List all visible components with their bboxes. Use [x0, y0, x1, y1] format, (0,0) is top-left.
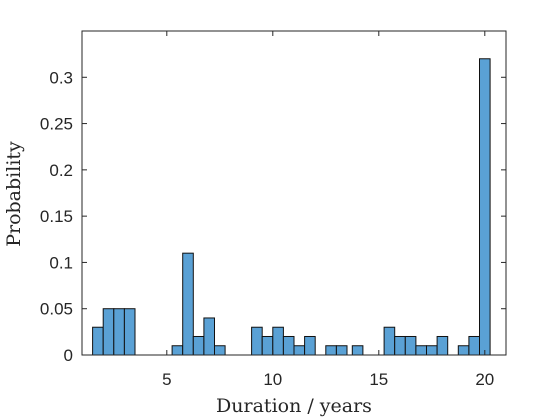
- histogram-bar: [203, 317, 215, 356]
- y-tick-label: 0.2: [49, 161, 73, 180]
- histogram-bar: [261, 335, 274, 356]
- histogram-bar: [468, 335, 480, 356]
- histogram-bar: [426, 345, 438, 356]
- histogram-bar: [251, 326, 263, 356]
- y-tick-label: 0.25: [40, 115, 73, 134]
- x-tick-label: 15: [369, 370, 388, 389]
- histogram-bar: [272, 326, 284, 356]
- x-tick-label: 10: [263, 370, 282, 389]
- ticks-group: 5 10 15 20 0 0.05 0.1 0.15 0.2 0.25 0.3: [40, 31, 506, 389]
- histogram-bar: [113, 308, 125, 356]
- x-axis-label: Duration / years: [216, 395, 372, 417]
- histogram-bar: [479, 58, 491, 356]
- axes-box: [81, 30, 507, 356]
- histogram-bar: [436, 335, 449, 356]
- histogram-bar: [383, 326, 396, 356]
- histogram-bar: [214, 345, 226, 356]
- histogram-bar: [182, 252, 194, 356]
- x-tick-label: 20: [475, 370, 494, 389]
- histogram-bar: [394, 335, 406, 356]
- histogram-bar: [192, 335, 205, 356]
- histogram-bar: [304, 335, 316, 356]
- y-tick-label: 0: [64, 346, 73, 365]
- y-tick-label: 0.05: [40, 300, 73, 319]
- histogram-bar: [415, 345, 427, 356]
- bars-group: [92, 58, 491, 356]
- histogram-bar: [404, 335, 417, 356]
- histogram-bar: [282, 335, 295, 356]
- histogram-bar: [325, 345, 337, 356]
- x-tick-label: 5: [162, 370, 171, 389]
- histogram-bar: [92, 326, 104, 356]
- y-axis-label: Probability: [3, 141, 25, 247]
- histogram-bar: [457, 345, 470, 356]
- axes-group: [81, 30, 507, 356]
- histogram-bar: [351, 345, 364, 356]
- y-tick-label: 0.3: [49, 68, 73, 87]
- histogram-bar: [171, 345, 184, 356]
- histogram-bar: [102, 308, 115, 356]
- y-tick-label: 0.1: [49, 253, 73, 272]
- histogram-bar: [335, 345, 348, 356]
- histogram-bar: [293, 345, 306, 356]
- y-tick-label: 0.15: [40, 207, 73, 226]
- histogram-bar: [123, 308, 136, 356]
